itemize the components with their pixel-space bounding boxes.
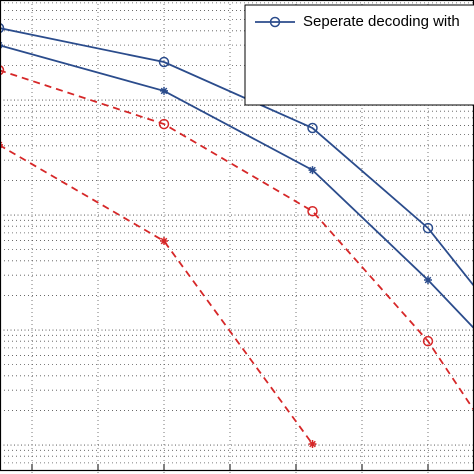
marker xyxy=(423,276,432,285)
marker xyxy=(308,440,317,449)
series-line xyxy=(0,144,314,445)
marker xyxy=(307,205,318,217)
marker xyxy=(160,237,169,246)
series-line xyxy=(0,27,474,288)
marker xyxy=(158,118,170,130)
marker xyxy=(422,222,434,234)
marker xyxy=(422,335,434,347)
marker xyxy=(307,122,318,134)
legend-label: Seperate decoding with xyxy=(303,13,460,30)
marker xyxy=(0,64,5,76)
marker xyxy=(158,56,170,68)
marker xyxy=(160,86,169,95)
legend-marker xyxy=(269,16,281,28)
marker xyxy=(308,166,317,175)
marker xyxy=(0,22,5,34)
plot-area xyxy=(0,22,474,449)
